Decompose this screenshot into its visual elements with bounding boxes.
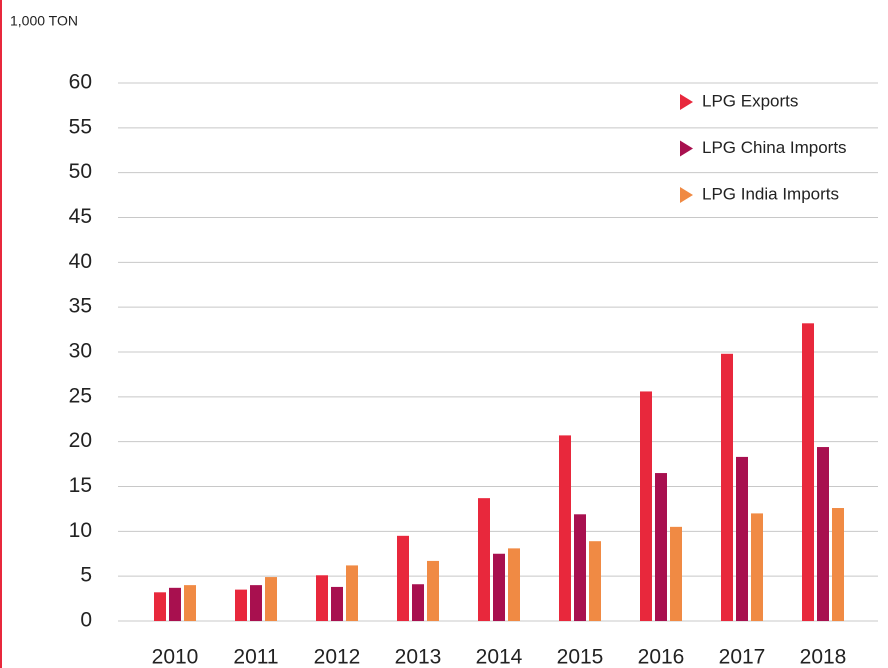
y-tick-label: 5: [80, 564, 92, 587]
legend-marker: [680, 94, 693, 110]
x-tick-label: 2010: [152, 646, 199, 668]
x-tick-label: 2016: [638, 646, 685, 668]
bar: [412, 584, 424, 621]
bar: [508, 548, 520, 621]
bar: [670, 526, 682, 621]
legend-label: LPG India Imports: [702, 184, 839, 203]
y-tick-label: 30: [69, 340, 92, 363]
x-tick-label: 2012: [314, 646, 361, 668]
bar: [493, 553, 505, 621]
legend-label: LPG China Imports: [702, 138, 847, 157]
bar: [184, 585, 196, 621]
bar: [397, 535, 409, 621]
bar: [751, 513, 763, 621]
bar: [265, 577, 277, 621]
bar: [589, 541, 601, 621]
x-tick-label: 2017: [719, 646, 766, 668]
bar: [331, 586, 343, 621]
x-tick-label: 2013: [395, 646, 442, 668]
bar: [721, 353, 733, 621]
y-tick-label: 20: [69, 429, 92, 452]
y-tick-label: 60: [69, 71, 92, 94]
legend-label: LPG Exports: [702, 91, 798, 110]
bar: [640, 391, 652, 621]
y-tick-label: 40: [69, 250, 92, 273]
y-tick-label: 35: [69, 295, 92, 318]
legend-marker: [680, 187, 693, 203]
y-tick-label: 55: [69, 115, 92, 138]
x-tick-label: 2015: [557, 646, 604, 668]
bar: [802, 323, 814, 621]
y-tick-label: 45: [69, 205, 92, 228]
bar: [427, 560, 439, 621]
bar: [832, 508, 844, 621]
bar: [574, 514, 586, 621]
y-tick-label: 25: [69, 384, 92, 407]
y-tick-label: 0: [80, 609, 92, 632]
y-axis-label: 1,000 TON: [10, 13, 78, 29]
x-tick-label: 2018: [800, 646, 847, 668]
x-tick-label: 2011: [233, 646, 278, 668]
y-tick-label: 15: [69, 474, 92, 497]
y-tick-label: 50: [69, 160, 92, 183]
bar: [559, 435, 571, 621]
bar: [655, 473, 667, 621]
bar: [235, 589, 247, 621]
bar: [817, 447, 829, 621]
bar: [478, 498, 490, 621]
bar: [169, 587, 181, 621]
x-tick-label: 2014: [476, 646, 523, 668]
bar: [316, 575, 328, 621]
bar: [736, 456, 748, 621]
y-tick-label: 10: [69, 519, 92, 542]
bar: [154, 592, 166, 621]
bar: [250, 585, 262, 621]
legend-marker: [680, 140, 693, 157]
bar: [346, 565, 358, 621]
